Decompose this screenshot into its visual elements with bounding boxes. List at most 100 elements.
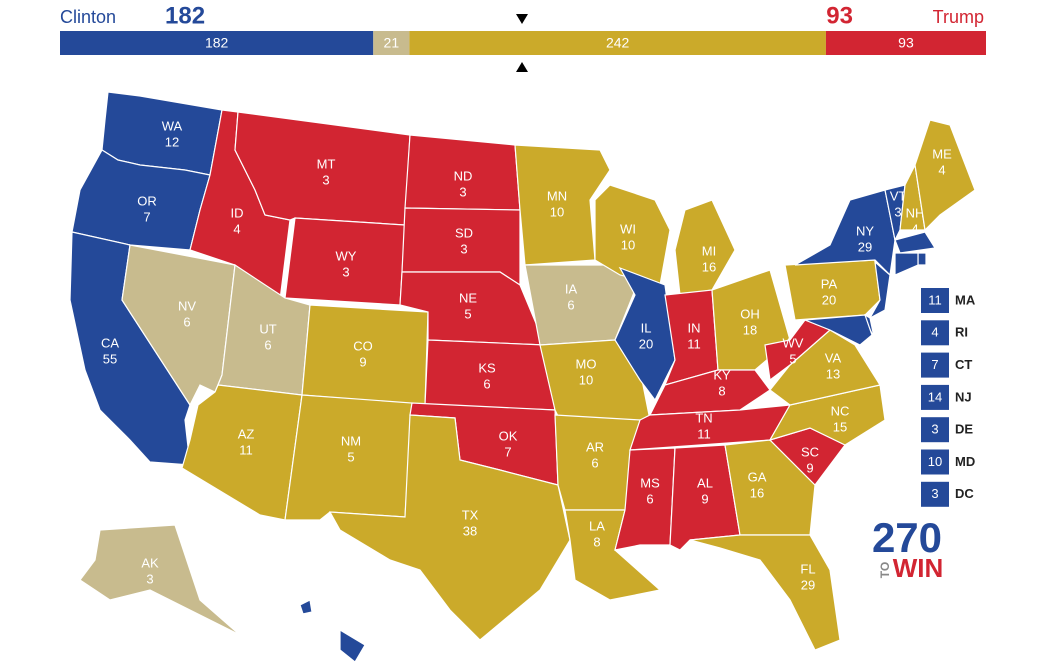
state-shape: [299, 599, 313, 615]
bar-segment-label: 93: [898, 35, 914, 51]
callout-abbr: CT: [955, 357, 972, 372]
state-votes: 3: [322, 172, 329, 187]
state-abbr: MI: [702, 243, 716, 258]
state-votes: 6: [646, 491, 653, 506]
state-abbr: FL: [800, 561, 815, 576]
state-abbr: IL: [641, 320, 652, 335]
state-shape: [917, 252, 927, 266]
state-abbr: CA: [101, 335, 119, 350]
state-abbr: PA: [821, 276, 838, 291]
callout-abbr: RI: [955, 325, 968, 340]
state-abbr: LA: [589, 518, 605, 533]
state-votes: 38: [463, 523, 477, 538]
state-votes: 6: [183, 314, 190, 329]
state-shape: [894, 231, 936, 254]
state-votes: 7: [504, 444, 511, 459]
state-votes: 5: [347, 449, 354, 464]
bar-segment: [409, 31, 826, 55]
state-abbr: KY: [713, 367, 731, 382]
state-abbr: NE: [459, 290, 477, 305]
callout-box: [921, 417, 949, 443]
state-abbr: WA: [162, 118, 183, 133]
state-abbr: AZ: [238, 426, 255, 441]
state-abbr: NH: [906, 205, 925, 220]
state-votes: 3: [894, 204, 901, 219]
state-abbr: WY: [336, 248, 357, 263]
logo-win: WIN: [893, 553, 944, 583]
callout-votes: 4: [931, 325, 938, 340]
state-shape: [804, 314, 873, 346]
left-name: Clinton: [60, 7, 116, 27]
state-abbr: NY: [856, 223, 874, 238]
state-votes: 8: [593, 534, 600, 549]
left-total: 182: [165, 2, 205, 29]
state-votes: 8: [718, 383, 725, 398]
state-abbr: WI: [620, 221, 636, 236]
state-votes: 7: [143, 209, 150, 224]
state-votes: 20: [822, 292, 836, 307]
state-abbr: MO: [576, 356, 597, 371]
state-votes: 4: [233, 221, 240, 236]
state-shape: [689, 534, 841, 651]
bar-segment-label: 242: [606, 35, 630, 51]
marker-up: [516, 62, 528, 72]
state-votes: 10: [550, 204, 564, 219]
bar-segment: [373, 31, 410, 55]
logo: 270 TO WIN: [872, 514, 943, 583]
callout-abbr: DE: [955, 422, 973, 437]
state-votes: 9: [806, 460, 813, 475]
logo-number: 270: [872, 514, 942, 561]
state-votes: 18: [743, 322, 757, 337]
bar-segment: [60, 31, 374, 55]
bar-segment-label: 182: [205, 35, 229, 51]
callout-votes: 10: [928, 454, 942, 469]
callout-box: [921, 449, 949, 475]
state-votes: 55: [103, 351, 117, 366]
state-votes: 12: [165, 134, 179, 149]
state-votes: 4: [318, 646, 325, 661]
state-abbr: HI: [316, 630, 329, 645]
state-votes: 6: [567, 297, 574, 312]
callout-votes: 3: [931, 422, 938, 437]
state-abbr: SD: [455, 225, 473, 240]
bar-segment: [825, 31, 986, 55]
right-name: Trump: [933, 7, 984, 27]
state-abbr: AK: [141, 555, 159, 570]
state-abbr: NC: [831, 403, 850, 418]
state-abbr: WV: [783, 335, 804, 350]
state-shape: [514, 144, 611, 266]
state-votes: 15: [833, 419, 847, 434]
state-abbr: CO: [353, 338, 373, 353]
state-abbr: NM: [341, 433, 361, 448]
state-abbr: MT: [317, 156, 336, 171]
state-votes: 3: [460, 241, 467, 256]
callout-abbr: MA: [955, 292, 976, 307]
state-abbr: TN: [695, 410, 712, 425]
logo-to: TO: [878, 562, 892, 578]
state-votes: 20: [639, 336, 653, 351]
state-votes: 29: [858, 239, 872, 254]
marker-down: [516, 14, 528, 24]
callout-box: [921, 481, 949, 507]
state-abbr: MN: [547, 188, 567, 203]
state-votes: 29: [801, 577, 815, 592]
state-votes: 11: [239, 442, 253, 457]
callout-box: [921, 352, 949, 378]
state-votes: 13: [826, 366, 840, 381]
callout-abbr: MD: [955, 454, 975, 469]
state-votes: 11: [697, 426, 711, 441]
callout-abbr: NJ: [955, 389, 972, 404]
state-abbr: SC: [801, 444, 819, 459]
state-shape: [328, 414, 571, 641]
callout-votes: 11: [928, 292, 942, 307]
state-votes: 9: [359, 354, 366, 369]
state-shape: [724, 439, 816, 536]
state-shape: [794, 189, 896, 277]
callout-votes: 7: [931, 357, 938, 372]
state-abbr: IA: [565, 281, 578, 296]
state-votes: 6: [591, 455, 598, 470]
state-abbr: MS: [640, 475, 660, 490]
callout-abbr: DC: [955, 486, 974, 501]
state-abbr: KS: [478, 360, 496, 375]
